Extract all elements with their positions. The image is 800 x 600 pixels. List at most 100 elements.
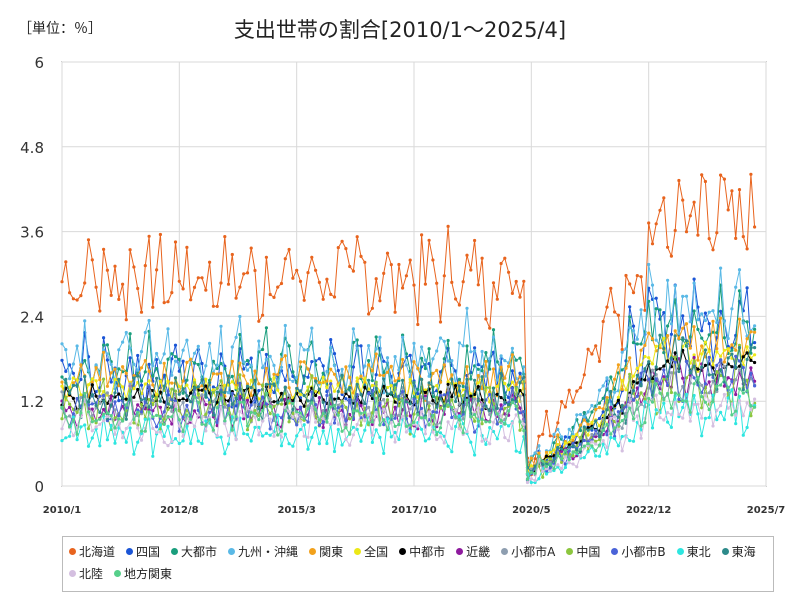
data-point <box>476 399 480 403</box>
data-point <box>306 435 310 439</box>
data-point <box>257 339 261 343</box>
data-point <box>719 354 723 358</box>
data-point <box>473 349 477 353</box>
data-point <box>582 444 586 448</box>
data-point <box>181 434 185 438</box>
data-point <box>749 414 753 418</box>
data-point <box>382 377 386 381</box>
data-point <box>563 405 568 409</box>
data-point <box>363 415 367 419</box>
data-point <box>495 437 499 441</box>
data-point <box>510 291 514 295</box>
data-point <box>696 402 700 406</box>
data-point <box>597 434 602 438</box>
data-point <box>745 247 749 251</box>
data-point <box>544 472 549 476</box>
data-point <box>68 405 72 409</box>
data-point <box>340 392 344 396</box>
data-point <box>132 421 136 425</box>
legend-item: 九州・沖縄 <box>228 542 298 560</box>
data-point <box>722 418 727 422</box>
data-point <box>317 357 321 361</box>
data-point <box>491 420 496 424</box>
data-point <box>382 423 386 427</box>
data-point <box>162 301 166 305</box>
data-point <box>457 427 461 431</box>
data-point <box>650 362 655 366</box>
data-point <box>143 370 147 374</box>
data-point <box>359 404 363 408</box>
data-point <box>389 263 393 267</box>
data-point <box>94 285 98 289</box>
data-point <box>359 344 363 348</box>
data-point <box>268 377 272 381</box>
data-point <box>109 403 113 407</box>
data-point <box>722 177 727 181</box>
data-point <box>253 369 257 373</box>
data-point <box>283 323 287 328</box>
data-point <box>287 399 291 403</box>
data-point <box>450 280 454 284</box>
data-point <box>162 373 166 377</box>
data-point <box>711 379 715 383</box>
data-point <box>749 351 753 355</box>
data-point <box>306 348 310 352</box>
data-point <box>291 370 295 374</box>
data-point <box>692 359 696 363</box>
data-point <box>438 370 443 374</box>
data-point <box>669 390 674 395</box>
data-point <box>518 356 522 360</box>
data-point <box>226 434 231 438</box>
data-point <box>684 322 689 326</box>
data-point <box>666 278 670 282</box>
data-point <box>226 403 231 408</box>
data-point <box>60 417 64 421</box>
data-point <box>306 389 310 393</box>
data-point <box>173 437 178 441</box>
data-point <box>741 235 745 239</box>
data-point <box>351 399 355 403</box>
data-point <box>582 456 586 460</box>
data-point <box>435 396 439 400</box>
data-point <box>514 404 518 408</box>
data-point <box>389 420 393 424</box>
data-point <box>533 464 537 468</box>
data-point <box>703 393 708 397</box>
data-point <box>257 407 261 411</box>
data-point <box>155 351 159 356</box>
data-point <box>518 406 522 410</box>
data-point <box>367 344 371 348</box>
data-point <box>219 324 223 328</box>
data-point <box>113 426 117 430</box>
data-point <box>374 386 378 391</box>
legend-label: 東北 <box>686 544 711 559</box>
data-point <box>71 415 75 419</box>
data-point <box>200 276 204 280</box>
data-point <box>268 433 272 437</box>
data-point <box>631 291 636 295</box>
data-point <box>503 381 507 386</box>
data-point <box>684 294 689 298</box>
data-point <box>298 389 303 393</box>
data-point <box>669 356 674 360</box>
data-point <box>696 233 700 237</box>
data-point <box>408 407 412 411</box>
data-point <box>185 403 189 407</box>
data-point <box>189 441 193 446</box>
data-point <box>132 374 136 378</box>
data-point <box>136 387 140 392</box>
legend-label: 近畿 <box>466 544 491 559</box>
data-point <box>499 418 503 422</box>
data-point <box>711 248 715 252</box>
data-point <box>276 413 280 417</box>
data-point <box>378 335 382 339</box>
data-point <box>541 459 545 463</box>
data-point <box>314 407 318 411</box>
legend-item: 近畿 <box>456 542 490 560</box>
data-point <box>359 393 363 397</box>
data-point <box>189 298 193 302</box>
legend-label: 北陸 <box>79 566 104 581</box>
data-point <box>249 246 253 250</box>
data-point <box>192 381 197 385</box>
data-point <box>276 433 280 437</box>
